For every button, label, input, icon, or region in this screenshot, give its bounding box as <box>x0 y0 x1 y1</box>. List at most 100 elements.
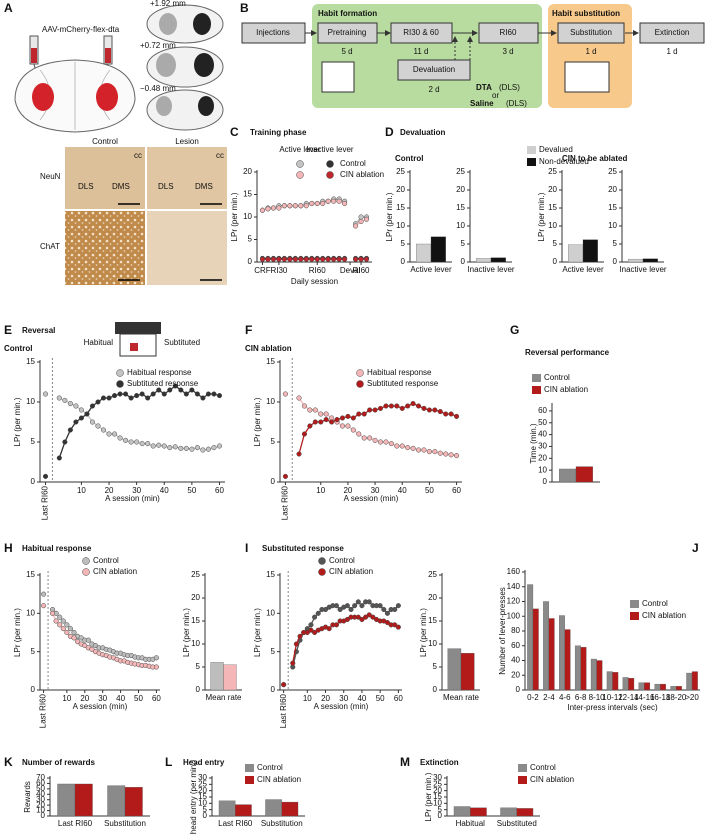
data-point <box>410 445 416 451</box>
y-tick-label: 15 <box>608 203 617 212</box>
x-tick-label: 30 <box>371 486 380 495</box>
bar <box>527 584 534 691</box>
data-point <box>89 646 95 652</box>
data-point <box>290 660 296 666</box>
y-tick-label: 0 <box>461 257 466 266</box>
data-point <box>156 387 162 393</box>
data-point <box>325 198 331 204</box>
x-tick-label: 40 <box>398 486 407 495</box>
x-tick-label: RI60 <box>353 266 370 275</box>
y-tick-label: 40 <box>36 789 45 798</box>
data-point <box>415 447 422 453</box>
data-point <box>128 439 134 445</box>
bar <box>516 808 534 817</box>
flow-arrows <box>305 30 639 80</box>
data-point <box>42 391 49 397</box>
coordinate: −0.48 mm <box>140 84 176 93</box>
chart-title: Head entry <box>183 758 225 767</box>
y-axis-label: LPr (per min.) <box>424 772 433 821</box>
column-label: Lesion <box>175 137 199 146</box>
data-point <box>265 206 271 212</box>
chamber-icon <box>130 343 138 351</box>
data-point <box>377 405 384 411</box>
y-tick-label: 10 <box>396 221 405 230</box>
y-tick-label: 0 <box>433 685 438 694</box>
region-label: DMS <box>195 182 213 191</box>
x-tick-label: Active lever <box>562 265 604 274</box>
y-tick-label: 10 <box>608 221 617 230</box>
legend-label: Devalued <box>539 145 573 154</box>
bar <box>660 683 666 691</box>
data-point <box>75 639 81 645</box>
x-tick-label: Substitution <box>104 819 146 828</box>
bar <box>596 660 603 691</box>
y-tick-label: 5 <box>461 239 466 248</box>
data-point <box>100 395 107 401</box>
data-point <box>183 445 189 451</box>
data-point <box>281 256 287 262</box>
y-tick-label: 10 <box>26 397 35 406</box>
x-tick-label: 60 <box>152 694 161 703</box>
x-tick-label: 10 <box>316 486 325 495</box>
x-axis-label: Daily session <box>291 277 338 286</box>
y-tick-label: 0 <box>543 477 548 486</box>
step-label: Injections <box>256 28 290 37</box>
panel-label: M <box>400 755 410 769</box>
micrograph-texture <box>65 211 145 285</box>
chart-title: CIN ablation <box>245 344 292 353</box>
lesion-area <box>159 13 177 35</box>
data-point <box>216 443 223 449</box>
step-label: Pretraining <box>328 28 367 37</box>
x-tick-label: 20 <box>321 694 330 703</box>
data-point <box>352 603 358 609</box>
data-point <box>339 423 346 429</box>
data-point <box>189 446 195 452</box>
step-box <box>241 22 306 44</box>
bar <box>568 244 584 263</box>
legend-label: Subtituted response <box>127 379 199 388</box>
data-point <box>399 405 405 411</box>
data-point <box>443 411 449 417</box>
step-label: RI30 & 60 <box>403 28 439 37</box>
step-box <box>639 22 705 44</box>
data-point <box>322 606 329 613</box>
data-point <box>345 413 351 419</box>
chart-title: Training phase <box>250 128 307 137</box>
data-point <box>150 443 156 449</box>
x-tick-label: 18-20 <box>666 693 687 702</box>
row-label: ChAT <box>40 242 60 251</box>
data-point <box>366 612 372 618</box>
data-point <box>297 633 303 639</box>
step-label: Substitution <box>570 28 612 37</box>
y-axis-label: LPr (per min.) <box>419 608 428 657</box>
y-tick-label: 10 <box>191 639 200 648</box>
y-tick-label: 10 <box>548 221 557 230</box>
data-point <box>106 395 112 401</box>
data-point <box>415 403 422 409</box>
data-point <box>73 419 79 425</box>
y-axis-label: head entry (per min.) <box>189 760 198 835</box>
data-point <box>432 449 438 455</box>
data-point <box>372 437 378 443</box>
x-axis-label: A session (min) <box>344 494 399 503</box>
data-point <box>172 383 178 389</box>
x-tick-label: CRF <box>254 266 271 275</box>
data-point <box>377 603 383 609</box>
data-point <box>259 207 266 213</box>
y-tick-label: 15 <box>548 203 557 212</box>
data-point <box>323 417 329 423</box>
y-tick-label: 0 <box>553 257 558 266</box>
data-point <box>62 397 68 403</box>
y-tick-label: 15 <box>198 792 207 801</box>
legend-label: Non-devalued <box>539 157 589 166</box>
data-point <box>331 256 337 262</box>
legend-label: Control <box>340 159 366 168</box>
coordinate: +0.72 mm <box>140 41 176 50</box>
y-tick-label: 25 <box>433 779 442 788</box>
data-point <box>183 391 189 397</box>
x-tick-label: 10 <box>77 486 86 495</box>
bar <box>532 608 539 691</box>
data-point <box>388 441 394 447</box>
y-tick-label: 10 <box>198 798 207 807</box>
x-tick-label: 60 <box>394 694 403 703</box>
